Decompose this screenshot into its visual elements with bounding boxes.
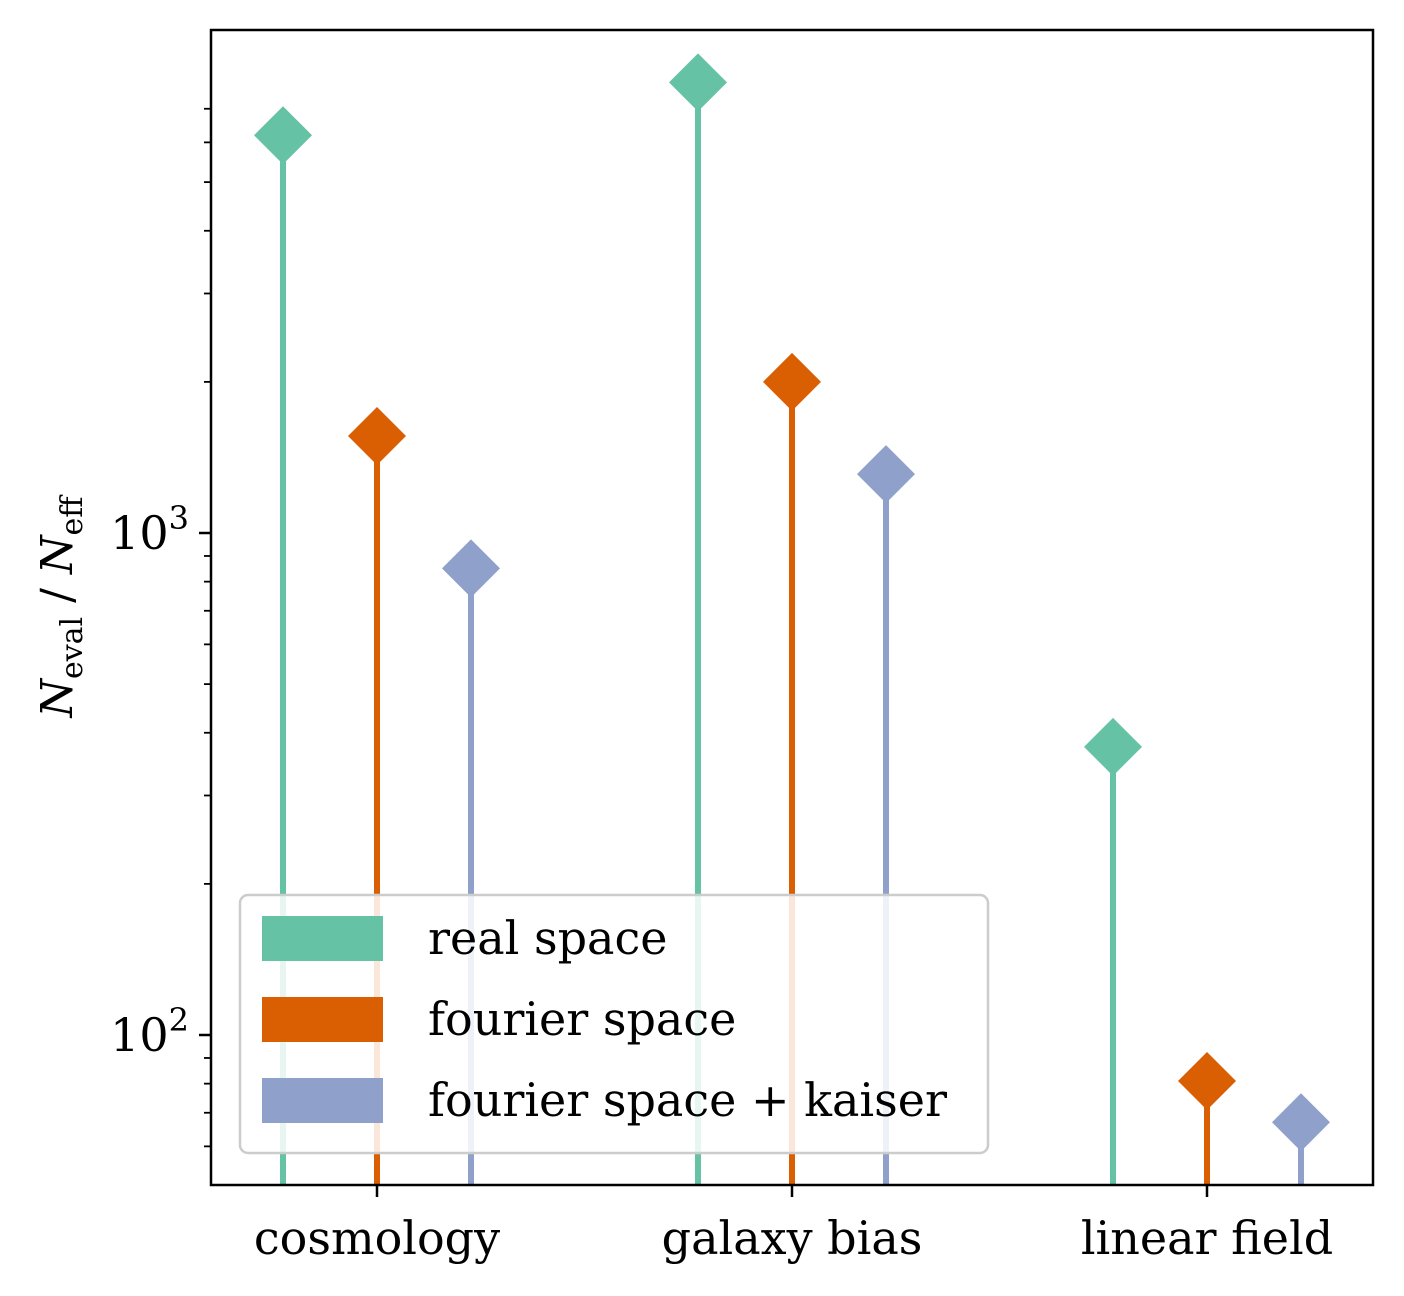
legend-box xyxy=(238,893,990,1155)
legend-swatch-1 xyxy=(262,997,383,1042)
marker-1-1 xyxy=(763,352,821,411)
legend-label-1: fourier space xyxy=(428,992,736,1046)
legend-swatch-0 xyxy=(262,916,383,961)
legend-label-0: real space xyxy=(428,911,667,965)
x-tick-label-1: galaxy bias xyxy=(662,1211,923,1265)
x-tick-label-2: linear field xyxy=(1081,1211,1333,1265)
marker-0-1 xyxy=(669,53,727,112)
x-axis: cosmology galaxy bias linear field xyxy=(254,1185,1333,1265)
marker-0-2 xyxy=(1084,717,1142,776)
marker-1-2 xyxy=(1178,1051,1236,1110)
markers-layer xyxy=(254,53,1330,1152)
y-tick-label-0: 102 xyxy=(110,1001,189,1062)
legend: real space fourier space fourier space + k… xyxy=(238,893,990,1155)
marker-2-1 xyxy=(857,445,915,504)
marker-2-2 xyxy=(1272,1093,1330,1152)
marker-0-0 xyxy=(254,106,312,165)
y-tick-label-1: 103 xyxy=(110,499,189,560)
marker-2-0 xyxy=(442,539,500,598)
x-tick-label-0: cosmology xyxy=(254,1211,500,1265)
legend-label-2: fourier space + kaiser xyxy=(428,1073,947,1127)
marker-1-0 xyxy=(348,407,406,466)
y-axis: 102 103 xyxy=(110,107,211,1148)
legend-swatch-2 xyxy=(262,1078,383,1123)
y-axis-label: Neval / Neff xyxy=(32,494,90,719)
